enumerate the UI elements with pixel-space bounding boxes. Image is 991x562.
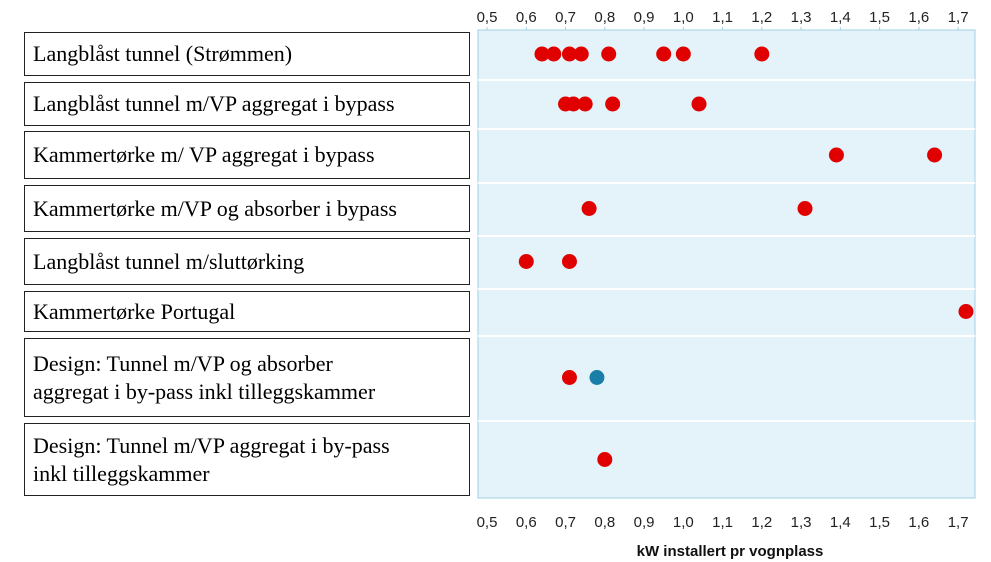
dot [797, 201, 813, 216]
dot [546, 46, 562, 62]
dot [597, 452, 613, 467]
category-label: Kammertørke m/VP og absorber i bypass [24, 185, 470, 232]
x-tick-label: 0,6 [516, 9, 537, 26]
category-label: Design: Tunnel m/VP og absorber aggregat… [24, 338, 470, 417]
category-label: Kammertørke m/ VP aggregat i bypass [24, 131, 470, 179]
dot [518, 254, 534, 269]
dot [754, 46, 770, 62]
x-tick-label: 1,6 [908, 9, 929, 26]
category-label: Langblåst tunnel (Strømmen) [24, 32, 470, 76]
x-tick-label: 1,0 [673, 9, 694, 26]
x-tick-label: 1,3 [791, 9, 812, 26]
x-tick-label: 1,4 [830, 514, 851, 531]
x-tick-label: 0,9 [634, 9, 655, 26]
category-label: Langblåst tunnel m/sluttørking [24, 238, 470, 285]
dot [828, 147, 844, 163]
dot [561, 46, 577, 62]
dot [577, 96, 593, 112]
dot [656, 46, 672, 62]
dot [605, 96, 621, 112]
x-axis-title: kW installert pr vognplass [637, 543, 824, 560]
plot-background [477, 29, 976, 499]
x-tick-label: 1,1 [712, 514, 733, 531]
x-tick-label: 0,5 [477, 9, 498, 26]
x-tick-label: 1,6 [908, 514, 929, 531]
x-tick-label: 0,8 [594, 9, 615, 26]
dot [675, 46, 691, 62]
dot [927, 147, 943, 163]
x-tick-label: 1,7 [948, 9, 969, 26]
dot [581, 201, 597, 216]
category-label: Design: Tunnel m/VP aggregat i by-pass i… [24, 423, 470, 496]
x-tick-label: 0,8 [594, 514, 615, 531]
dot [573, 46, 589, 62]
dot [958, 304, 974, 319]
x-tick-label: 0,7 [555, 9, 576, 26]
x-tick-label: 0,7 [555, 514, 576, 531]
x-tick-label: 1,2 [751, 9, 772, 26]
category-label: Kammertørke Portugal [24, 291, 470, 332]
dot [565, 96, 581, 112]
x-tick-label: 0,6 [516, 514, 537, 531]
dot [691, 96, 707, 112]
x-tick-label: 0,9 [634, 514, 655, 531]
category-label: Langblåst tunnel m/VP aggregat i bypass [24, 82, 470, 126]
dot [561, 370, 577, 385]
x-tick-label: 1,5 [869, 514, 890, 531]
dot [561, 254, 577, 269]
dot [601, 46, 617, 62]
dot [534, 46, 550, 62]
x-tick-label: 0,5 [477, 514, 498, 531]
dot [589, 370, 605, 385]
x-tick-label: 1,5 [869, 9, 890, 26]
x-tick-label: 1,0 [673, 514, 694, 531]
x-tick-label: 1,7 [948, 514, 969, 531]
x-tick-label: 1,3 [791, 514, 812, 531]
x-tick-label: 1,2 [751, 514, 772, 531]
x-tick-label: 1,1 [712, 9, 733, 26]
x-tick-label: 1,4 [830, 9, 851, 26]
